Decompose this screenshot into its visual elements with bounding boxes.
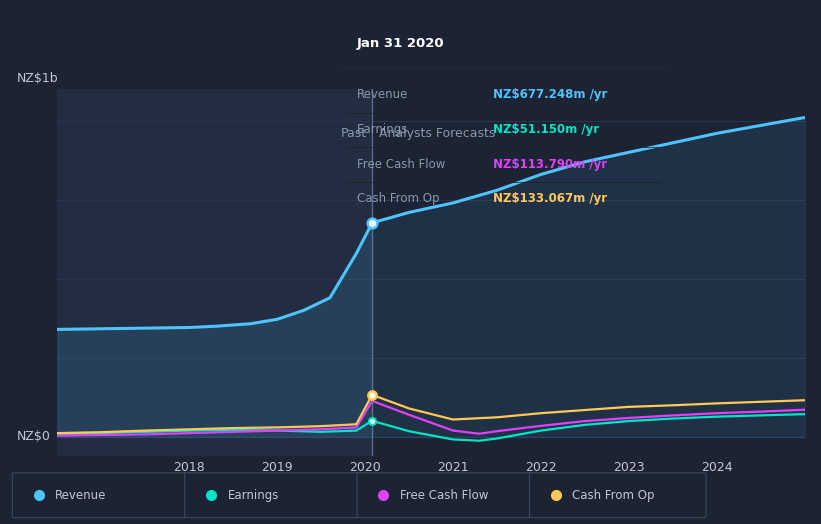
- Text: Revenue: Revenue: [55, 489, 107, 501]
- FancyBboxPatch shape: [530, 473, 706, 518]
- FancyBboxPatch shape: [185, 473, 361, 518]
- FancyBboxPatch shape: [12, 473, 189, 518]
- Text: Analysts Forecasts: Analysts Forecasts: [379, 127, 496, 140]
- Text: NZ$0: NZ$0: [16, 430, 50, 443]
- Text: Cash From Op: Cash From Op: [357, 192, 439, 205]
- Bar: [57, 89, 372, 456]
- Text: Jan 31 2020: Jan 31 2020: [357, 37, 444, 50]
- Text: Cash From Op: Cash From Op: [572, 489, 654, 501]
- FancyBboxPatch shape: [357, 473, 534, 518]
- Text: Earnings: Earnings: [357, 123, 408, 136]
- Text: NZ$51.150m /yr: NZ$51.150m /yr: [493, 123, 599, 136]
- Text: Earnings: Earnings: [227, 489, 279, 501]
- Text: NZ$133.067m /yr: NZ$133.067m /yr: [493, 192, 608, 205]
- Text: Past: Past: [341, 127, 367, 140]
- Text: NZ$677.248m /yr: NZ$677.248m /yr: [493, 89, 608, 101]
- Text: NZ$1b: NZ$1b: [16, 72, 58, 85]
- Text: Revenue: Revenue: [357, 89, 408, 101]
- Text: Free Cash Flow: Free Cash Flow: [400, 489, 488, 501]
- Text: NZ$113.790m /yr: NZ$113.790m /yr: [493, 158, 608, 170]
- Text: Free Cash Flow: Free Cash Flow: [357, 158, 445, 170]
